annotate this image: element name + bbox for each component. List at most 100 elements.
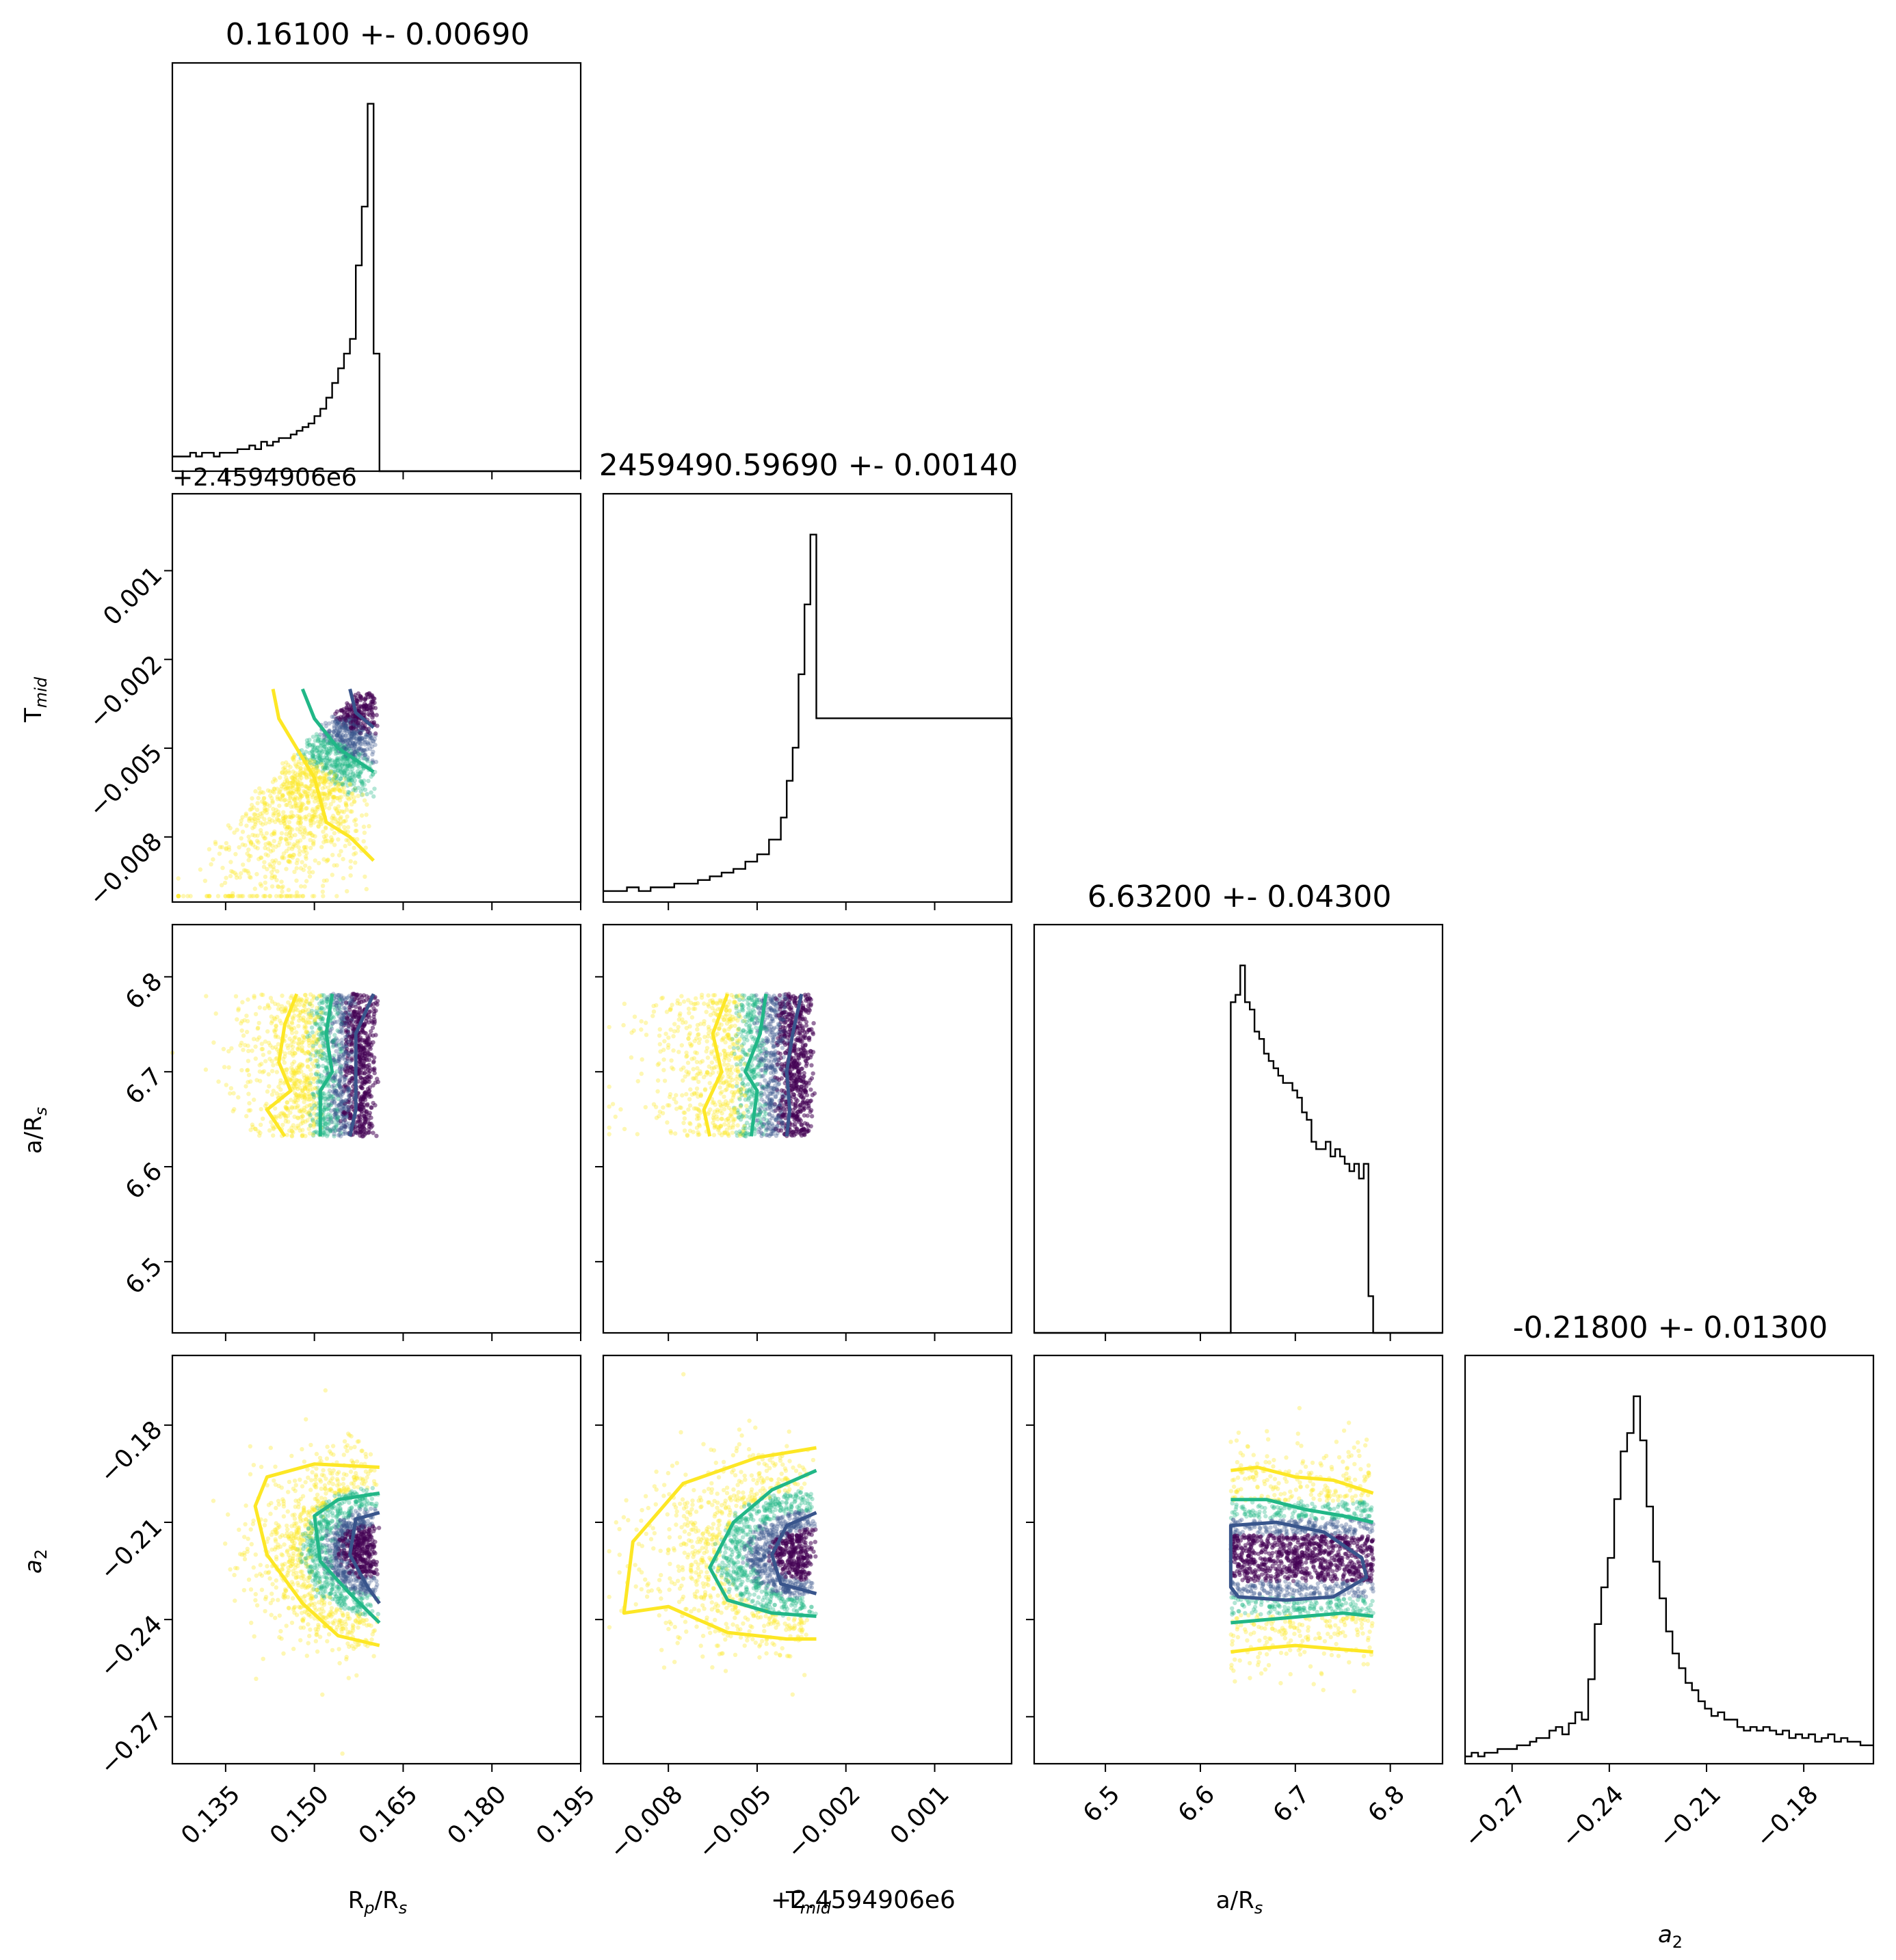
scatter-point bbox=[269, 1069, 275, 1074]
scatter-point bbox=[282, 771, 287, 776]
scatter-point bbox=[283, 1005, 288, 1010]
scatter-point bbox=[341, 785, 347, 790]
scatter-point bbox=[305, 793, 310, 798]
scatter-point bbox=[312, 1076, 317, 1081]
scatter-point bbox=[371, 1130, 376, 1135]
scatter-point bbox=[293, 1081, 298, 1087]
scatter-point bbox=[222, 1065, 227, 1070]
scatter-point bbox=[769, 1086, 774, 1091]
scatter-point bbox=[287, 798, 291, 804]
scatter-point bbox=[308, 1076, 313, 1081]
scatter-point bbox=[707, 1081, 712, 1085]
scatter-point bbox=[292, 869, 297, 875]
scatter-point bbox=[350, 1047, 354, 1052]
scatter-point bbox=[343, 792, 348, 797]
scatter-point bbox=[367, 1057, 372, 1063]
scatter-point bbox=[327, 789, 332, 794]
scatter-point bbox=[325, 765, 330, 770]
scatter-point bbox=[298, 866, 304, 871]
scatter-point bbox=[272, 786, 276, 791]
scatter-point bbox=[246, 1059, 251, 1063]
scatter-point bbox=[292, 1051, 297, 1056]
scatter-point bbox=[806, 1104, 811, 1109]
scatter-point bbox=[342, 819, 347, 824]
scatter-point bbox=[754, 1122, 760, 1128]
scatter-point bbox=[237, 894, 242, 899]
scatter-point bbox=[724, 1068, 729, 1073]
scatter-point bbox=[265, 1029, 270, 1034]
scatter-point bbox=[272, 1028, 277, 1033]
scatter-point bbox=[226, 894, 231, 899]
scatter-point bbox=[326, 1084, 332, 1089]
scatter-point bbox=[300, 781, 304, 786]
scatter-point bbox=[307, 743, 312, 747]
scatter-point bbox=[328, 1028, 333, 1033]
scatter-point bbox=[370, 711, 375, 717]
scatter-point bbox=[341, 740, 345, 745]
scatter-point bbox=[243, 868, 248, 873]
scatter-point bbox=[737, 1037, 742, 1042]
scatter-point bbox=[362, 830, 367, 835]
scatter-point bbox=[269, 818, 275, 823]
scatter-point bbox=[702, 1087, 708, 1093]
scatter-point bbox=[287, 825, 292, 830]
scatter-point bbox=[355, 771, 360, 776]
scatter-point bbox=[347, 1020, 352, 1025]
scatter-point bbox=[337, 734, 341, 739]
scatter-point bbox=[339, 743, 343, 748]
scatter-point bbox=[337, 1132, 342, 1137]
scatter-point bbox=[371, 1040, 376, 1045]
scatter-point bbox=[342, 825, 347, 830]
scatter-point bbox=[365, 1087, 371, 1091]
scatter-point bbox=[302, 830, 307, 834]
scatter-point bbox=[228, 894, 233, 899]
scatter-point bbox=[321, 1117, 326, 1122]
scatter-point bbox=[657, 1061, 661, 1066]
scatter-point bbox=[304, 814, 308, 819]
scatter-point bbox=[360, 793, 365, 797]
scatter-point bbox=[728, 1045, 733, 1050]
scatter-point bbox=[286, 859, 291, 864]
scatter-point bbox=[338, 725, 343, 730]
scatter-point bbox=[324, 773, 329, 778]
scatter-point bbox=[347, 717, 352, 722]
scatter-point bbox=[309, 783, 314, 788]
scatter-point bbox=[347, 773, 352, 778]
scatter-point bbox=[317, 820, 323, 825]
scatter-point bbox=[681, 1110, 686, 1115]
scatter-point bbox=[247, 818, 252, 823]
scatter-point bbox=[328, 791, 333, 797]
scatter-point bbox=[343, 1001, 349, 1005]
scatter-point bbox=[233, 994, 239, 999]
scatter-point bbox=[248, 816, 253, 821]
scatter-point bbox=[269, 1059, 274, 1063]
scatter-point bbox=[262, 894, 267, 899]
scatter-point bbox=[748, 1030, 754, 1035]
scatter-point bbox=[654, 1003, 659, 1008]
scatter-point bbox=[296, 808, 302, 813]
scatter-point bbox=[298, 1128, 302, 1133]
scatter-point bbox=[244, 1029, 250, 1035]
scatter-point bbox=[332, 771, 338, 777]
scatter-point bbox=[334, 1122, 339, 1127]
scatter-point bbox=[621, 1022, 626, 1028]
scatter-point bbox=[285, 780, 290, 784]
scatter-point bbox=[267, 1084, 272, 1089]
scatter-point bbox=[330, 795, 335, 800]
scatter-point bbox=[309, 1025, 315, 1030]
scatter-rp-ars bbox=[170, 992, 380, 1139]
scatter-point bbox=[356, 720, 360, 726]
scatter-point bbox=[338, 734, 343, 739]
scatter-point bbox=[338, 789, 343, 793]
scatter-point bbox=[326, 857, 330, 862]
scatter-point bbox=[295, 827, 300, 832]
scatter-point bbox=[293, 1035, 298, 1039]
scatter-point bbox=[324, 833, 329, 838]
scatter-point bbox=[365, 1103, 370, 1108]
scatter-point bbox=[372, 1055, 377, 1060]
scatter-point bbox=[334, 1003, 339, 1008]
scatter-point bbox=[699, 995, 705, 1000]
scatter-point bbox=[320, 889, 325, 895]
scatter-point bbox=[274, 1091, 279, 1096]
scatter-point bbox=[291, 1059, 297, 1064]
